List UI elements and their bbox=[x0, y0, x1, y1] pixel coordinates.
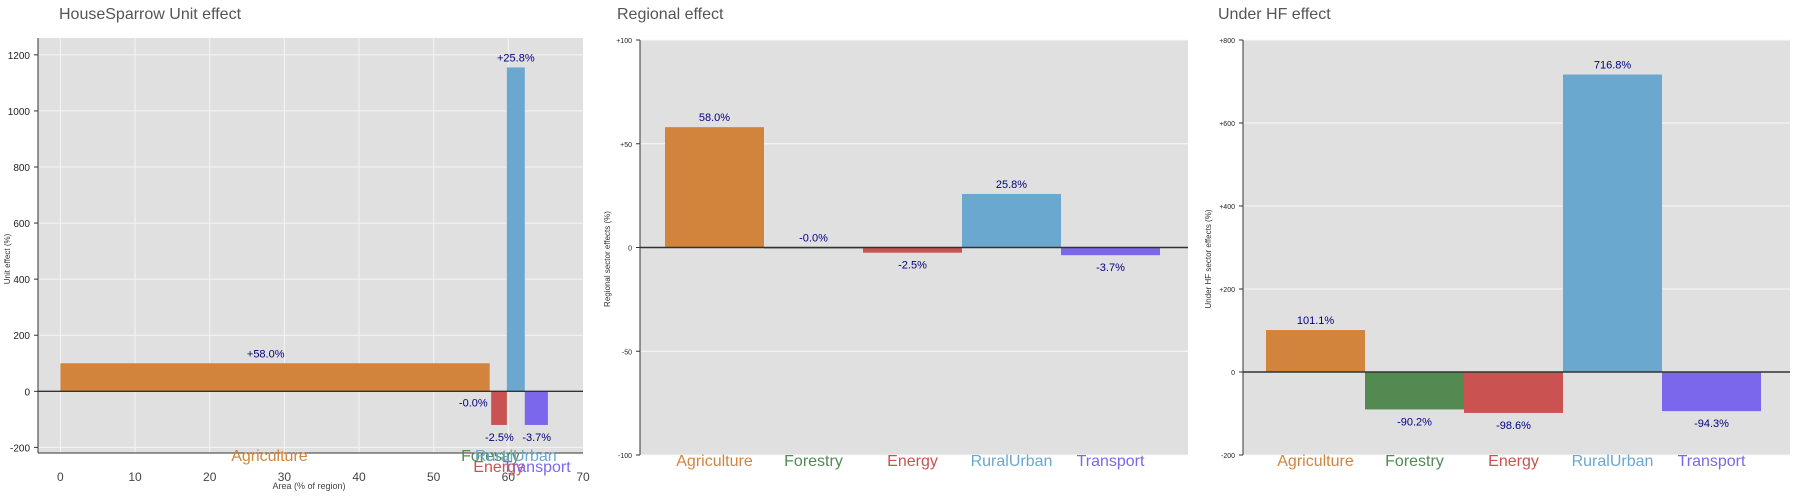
chart-2-y-tick-label: 0 bbox=[628, 246, 632, 253]
chart-1-x-tick-label: 20 bbox=[203, 470, 217, 484]
chart-1-x-axis-label: Area (% of region) bbox=[272, 481, 345, 491]
chart-2-bar-energy bbox=[863, 247, 962, 253]
chart-1-title: HouseSparrow Unit effect bbox=[59, 6, 242, 23]
chart-1-x-tick-label: 30 bbox=[278, 470, 292, 484]
chart-3-bar-agriculture bbox=[1266, 330, 1365, 372]
chart-2-category-label-agriculture: Agriculture bbox=[676, 453, 753, 470]
chart-2-bar-transport bbox=[1061, 247, 1160, 256]
chart-2-data-label-ruralurban: 25.8% bbox=[996, 179, 1027, 191]
chart-3-category-label-transport: Transport bbox=[1678, 453, 1746, 470]
chart-2-bar-agriculture bbox=[665, 127, 764, 248]
chart-2-category-label-energy: Energy bbox=[887, 453, 938, 470]
chart-3-bar-energy bbox=[1464, 372, 1563, 413]
chart-1-y-tick-label: 1200 bbox=[8, 51, 31, 62]
chart-3-bar-ruralurban bbox=[1563, 74, 1662, 372]
chart-3-category-label-ruralurban: RuralUrban bbox=[1572, 453, 1654, 470]
chart-1-bar-transport bbox=[524, 391, 548, 425]
chart-3-data-label-energy: -98.6% bbox=[1496, 420, 1531, 432]
chart-1-data-label-forestry: -0.0% bbox=[459, 397, 488, 409]
chart-1-y-tick-label: 0 bbox=[24, 387, 30, 398]
chart-2-data-label-transport: -3.7% bbox=[1096, 262, 1125, 274]
chart-3-plot: -200 0 +200 +400 +600 +800 101.1% Agriculture -9… bbox=[1219, 38, 1790, 470]
chart-1-plot: 0 10 20 30 40 50 60 70 -200 0 200 400 600 800 1000 1200… bbox=[8, 38, 590, 484]
chart-2-bar-ruralurban bbox=[962, 193, 1061, 248]
chart-1-data-label-energy: -2.5% bbox=[485, 432, 514, 444]
chart-3-data-label-transport: -94.3% bbox=[1694, 418, 1729, 430]
chart-3-y-tick-label: -200 bbox=[1221, 453, 1235, 460]
chart-3-y-tick-label: 0 bbox=[1231, 370, 1235, 377]
chart-1-category-label-forestry: Forestry bbox=[461, 448, 520, 465]
chart-1-x-tick-label: 60 bbox=[502, 470, 516, 484]
chart-1-category-label-ruralurban: RuralUrban bbox=[475, 448, 557, 465]
chart-3-category-label-forestry: Forestry bbox=[1385, 453, 1444, 470]
chart-2-y-tick-label: -50 bbox=[622, 349, 632, 356]
chart-1-data-label-agriculture: +58.0% bbox=[247, 348, 285, 360]
chart-1-x-tick-label: 40 bbox=[352, 470, 366, 484]
chart-2-y-tick-label: +50 bbox=[620, 142, 632, 149]
chart-2-data-label-agriculture: 58.0% bbox=[699, 112, 730, 124]
chart-2-category-label-ruralurban: RuralUrban bbox=[971, 453, 1053, 470]
chart-2-y-axis-label: Regional sector effects (%) bbox=[603, 211, 612, 307]
chart-3-data-label-agriculture: 101.1% bbox=[1297, 315, 1335, 327]
chart-1-x-tick-label: 50 bbox=[427, 470, 441, 484]
chart-3-y-tick-label: +200 bbox=[1219, 287, 1235, 294]
chart-3-bar-transport bbox=[1662, 372, 1761, 412]
chart-3-y-tick-label: +400 bbox=[1219, 204, 1235, 211]
chart-3-category-label-agriculture: Agriculture bbox=[1277, 453, 1354, 470]
chart-1-y-tick-label: 600 bbox=[13, 219, 30, 230]
chart-3-y-tick-label: +600 bbox=[1219, 121, 1235, 128]
chart-1-y-axis-label: Unit effect (%) bbox=[3, 233, 12, 284]
chart-1-y-tick-label: 200 bbox=[13, 331, 30, 342]
chart-2-title: Regional effect bbox=[617, 6, 724, 23]
chart-2-y-tick-label: +100 bbox=[616, 38, 632, 45]
chart-2-data-label-energy: -2.5% bbox=[898, 260, 927, 272]
chart-1-y-tick-label: 1000 bbox=[8, 107, 31, 118]
chart-2-category-label-forestry: Forestry bbox=[784, 453, 843, 470]
chart-1-x-tick-label: 70 bbox=[576, 470, 590, 484]
chart-2-data-label-forestry: -0.0% bbox=[799, 233, 828, 245]
chart-3-data-label-forestry: -90.2% bbox=[1397, 416, 1432, 428]
chart-1-data-label-ruralurban: +25.8% bbox=[497, 52, 535, 64]
chart-1-category-label-energy: Energy bbox=[473, 459, 524, 476]
chart-3-category-label-energy: Energy bbox=[1488, 453, 1539, 470]
chart-1-bar-ruralurban bbox=[506, 67, 525, 392]
chart-3-y-axis-label: Under HF sector effects (%) bbox=[1204, 209, 1213, 308]
chart-3-title: Under HF effect bbox=[1218, 6, 1331, 23]
chart-1-data-label-transport: -3.7% bbox=[522, 432, 551, 444]
chart-1-category-label-agriculture: Agriculture bbox=[231, 448, 308, 465]
chart-1-y-tick-label: -200 bbox=[10, 443, 30, 454]
chart-1-category-label-transport: Transport bbox=[503, 459, 571, 476]
chart-1-bar-energy bbox=[491, 391, 507, 425]
chart-1-x-tick-label: 0 bbox=[57, 470, 64, 484]
chart-3-bar-forestry bbox=[1365, 372, 1464, 410]
chart-2-category-label-transport: Transport bbox=[1077, 453, 1145, 470]
chart-1-y-tick-label: 400 bbox=[13, 275, 30, 286]
chart-2-y-tick-label: -100 bbox=[618, 453, 632, 460]
chart-2-plot: -100 -50 0 +50 +100 58.0% Agriculture -0.0% Fore… bbox=[616, 38, 1188, 470]
chart-3-y-tick-label: +800 bbox=[1219, 38, 1235, 45]
chart-1-y-tick-label: 800 bbox=[13, 163, 30, 174]
chart-3-data-label-ruralurban: 716.8% bbox=[1594, 60, 1632, 72]
chart-1-bar-agriculture bbox=[60, 363, 490, 392]
chart-1-x-tick-label: 10 bbox=[128, 470, 142, 484]
